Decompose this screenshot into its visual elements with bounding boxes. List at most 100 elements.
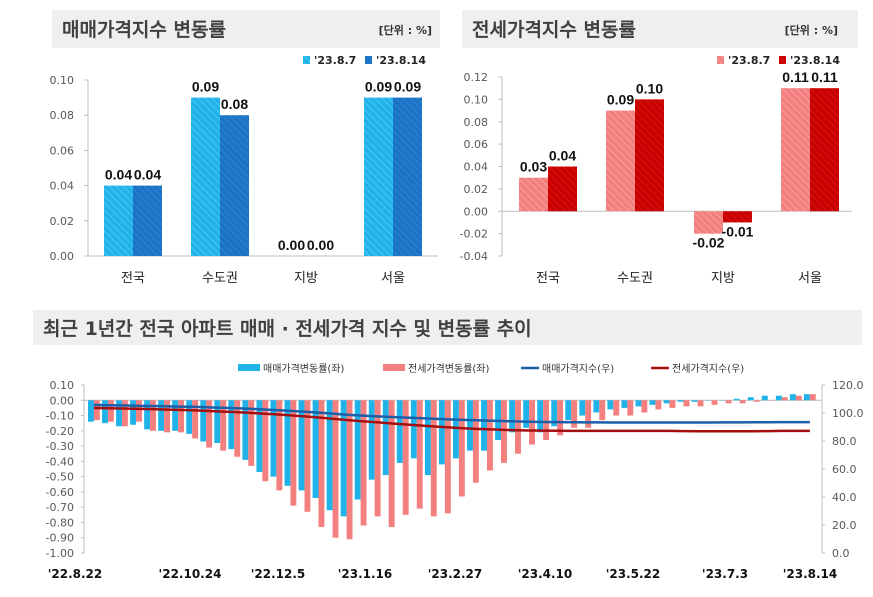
jeonse-change-bar xyxy=(346,400,353,540)
jeonse-change-bar xyxy=(571,400,578,428)
sale-change-bar xyxy=(467,400,473,451)
sale-change-bar xyxy=(438,400,445,465)
sale-category-label: 수도권 xyxy=(202,271,238,286)
trend-left-tick-label: -0.40 xyxy=(46,455,74,468)
trend-left-tick-label: 0.00 xyxy=(50,394,75,407)
trend-x-tick-label: '23.2.27 xyxy=(428,567,483,581)
sale-change-bar xyxy=(284,400,291,486)
jeonse-bar xyxy=(635,99,664,212)
jeonse-y-tick-label: -0.04 xyxy=(460,250,488,263)
jeonse-legend-label: '23.8.14 xyxy=(790,54,840,67)
trend-right-tick-label: 20.0 xyxy=(832,519,857,532)
jeonse-data-label: -0.02 xyxy=(693,235,725,251)
sale-change-bar xyxy=(523,400,530,428)
jeonse-change-bar xyxy=(486,400,493,471)
sale-y-tick-label: 0.04 xyxy=(50,180,75,193)
trend-left-tick-label: 0.10 xyxy=(50,379,75,392)
sale-data-label: 0.09 xyxy=(192,79,219,95)
sale-change-bar xyxy=(396,400,403,463)
sale-data-label: 0.00 xyxy=(307,237,334,253)
sale-change-bar xyxy=(537,400,544,433)
sale-change-bar xyxy=(747,397,754,401)
jeonse-change-bar xyxy=(641,400,648,413)
sale-bar xyxy=(393,97,422,256)
sale-change-bar xyxy=(186,400,193,434)
jeonse-data-label: 0.03 xyxy=(520,159,547,175)
sale-change-bar xyxy=(410,400,417,459)
trend-right-tick-label: 60.0 xyxy=(832,463,857,476)
jeonse-change-chart: 0.12 0.10 0.08 0.06 0.04 0.02 0.00 -0.02 -0.04 전국… xyxy=(460,54,852,286)
jeonse-change-bar xyxy=(627,400,634,416)
trend-legend-swatch xyxy=(238,364,260,371)
trend-left-tick-label: -0.70 xyxy=(46,501,74,514)
jeonse-change-bar xyxy=(248,400,255,466)
jeonse-change-bar xyxy=(304,400,311,512)
jeonse-bar xyxy=(519,177,548,212)
jeonse-bar xyxy=(810,88,839,212)
sale-change-bar xyxy=(172,400,179,431)
jeonse-change-bar xyxy=(360,400,367,526)
jeonse-change-bar xyxy=(121,400,128,427)
trend-left-tick-label: -0.90 xyxy=(46,532,74,545)
trend-left-tick-label: -1.00 xyxy=(46,547,74,560)
sale-change-bar xyxy=(326,400,333,511)
jeonse-change-bar xyxy=(276,400,283,491)
trend-x-tick-label: '23.7.3 xyxy=(702,567,748,581)
sale-change-bar xyxy=(761,395,768,401)
jeonse-category-label: 전국 xyxy=(536,271,560,286)
sale-change-bar xyxy=(298,400,305,491)
sale-data-label: 0.04 xyxy=(105,167,132,183)
trend-x-tick-label: '23.5.22 xyxy=(606,567,661,581)
jeonse-y-tick-label: 0.12 xyxy=(464,71,489,84)
trend-legend-label: 전세가격지수(우) xyxy=(672,362,744,375)
sale-category-label: 서울 xyxy=(381,271,405,286)
jeonse-change-bar xyxy=(164,400,170,433)
jeonse-y-tick-label: 0.06 xyxy=(464,138,489,151)
sale-change-bar xyxy=(242,400,249,460)
sale-change-bar xyxy=(200,400,207,442)
jeonse-category-label: 수도권 xyxy=(617,271,653,286)
sale-title-bar xyxy=(52,10,440,48)
sale-index-line xyxy=(93,403,810,424)
jeonse-bar xyxy=(694,211,723,234)
trend-legend-label: 매매가격지수(우) xyxy=(542,362,614,375)
sale-y-tick-label: 0.00 xyxy=(50,250,75,263)
sale-change-bar xyxy=(607,400,614,410)
jeonse-change-bar xyxy=(613,400,620,416)
jeonse-change-bar xyxy=(430,400,437,517)
trend-legend-label: 전세가격변동률(좌) xyxy=(408,362,490,375)
sale-change-bar xyxy=(551,400,558,427)
sale-change-bar xyxy=(635,400,642,407)
jeonse-data-label: 0.04 xyxy=(549,148,576,164)
sale-change-bar xyxy=(88,400,94,422)
jeonse-change-bar xyxy=(501,400,507,463)
trend-right-tick-label: 40.0 xyxy=(832,491,857,504)
jeonse-change-bar xyxy=(444,400,451,514)
jeonse-change-bar xyxy=(472,400,479,483)
jeonse-data-label: 0.10 xyxy=(636,80,663,96)
trend-x-tick-label: '22.12.5 xyxy=(251,567,306,581)
sale-change-bar xyxy=(733,398,740,401)
trend-left-tick-label: -0.30 xyxy=(46,440,74,453)
sale-bar xyxy=(220,115,249,256)
sale-change-bar xyxy=(228,400,235,450)
sale-data-label: 0.00 xyxy=(278,237,305,253)
jeonse-change-bar xyxy=(192,400,199,439)
sale-change-bar xyxy=(621,400,628,408)
jeonse-y-tick-label: 0.02 xyxy=(464,183,489,196)
trend-right-tick-label: 100.0 xyxy=(832,407,864,420)
sale-y-tick-label: 0.06 xyxy=(50,144,75,157)
sale-change-bar xyxy=(593,400,600,413)
sale-legend-swatch xyxy=(365,56,372,64)
trend-x-tick-label: '22.8.22 xyxy=(48,567,103,581)
sale-category-label: 지방 xyxy=(294,271,318,286)
jeonse-change-bar xyxy=(753,400,760,402)
jeonse-change-bar xyxy=(290,400,297,506)
jeonse-y-tick-label: 0.08 xyxy=(464,116,489,129)
jeonse-change-bar xyxy=(234,400,241,457)
jeonse-data-label: 0.09 xyxy=(607,92,634,108)
trend-left-tick-label: -0.50 xyxy=(46,471,74,484)
trend-x-tick-label: '23.8.14 xyxy=(783,567,838,581)
